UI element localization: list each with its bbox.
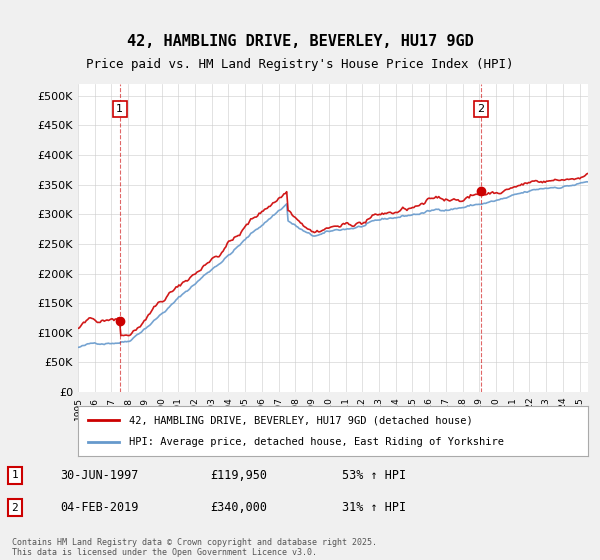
- Text: 1: 1: [11, 470, 19, 480]
- Text: 04-FEB-2019: 04-FEB-2019: [60, 501, 139, 514]
- Text: £119,950: £119,950: [210, 469, 267, 482]
- Text: 1: 1: [116, 104, 124, 114]
- Text: Price paid vs. HM Land Registry's House Price Index (HPI): Price paid vs. HM Land Registry's House …: [86, 58, 514, 71]
- Text: 42, HAMBLING DRIVE, BEVERLEY, HU17 9GD (detached house): 42, HAMBLING DRIVE, BEVERLEY, HU17 9GD (…: [129, 415, 473, 425]
- Text: 53% ↑ HPI: 53% ↑ HPI: [342, 469, 406, 482]
- Text: 2: 2: [11, 503, 19, 513]
- Text: 31% ↑ HPI: 31% ↑ HPI: [342, 501, 406, 514]
- Text: £340,000: £340,000: [210, 501, 267, 514]
- Text: 2: 2: [477, 104, 484, 114]
- Text: 42, HAMBLING DRIVE, BEVERLEY, HU17 9GD: 42, HAMBLING DRIVE, BEVERLEY, HU17 9GD: [127, 35, 473, 49]
- Text: HPI: Average price, detached house, East Riding of Yorkshire: HPI: Average price, detached house, East…: [129, 437, 504, 447]
- Text: Contains HM Land Registry data © Crown copyright and database right 2025.
This d: Contains HM Land Registry data © Crown c…: [12, 538, 377, 557]
- Text: 30-JUN-1997: 30-JUN-1997: [60, 469, 139, 482]
